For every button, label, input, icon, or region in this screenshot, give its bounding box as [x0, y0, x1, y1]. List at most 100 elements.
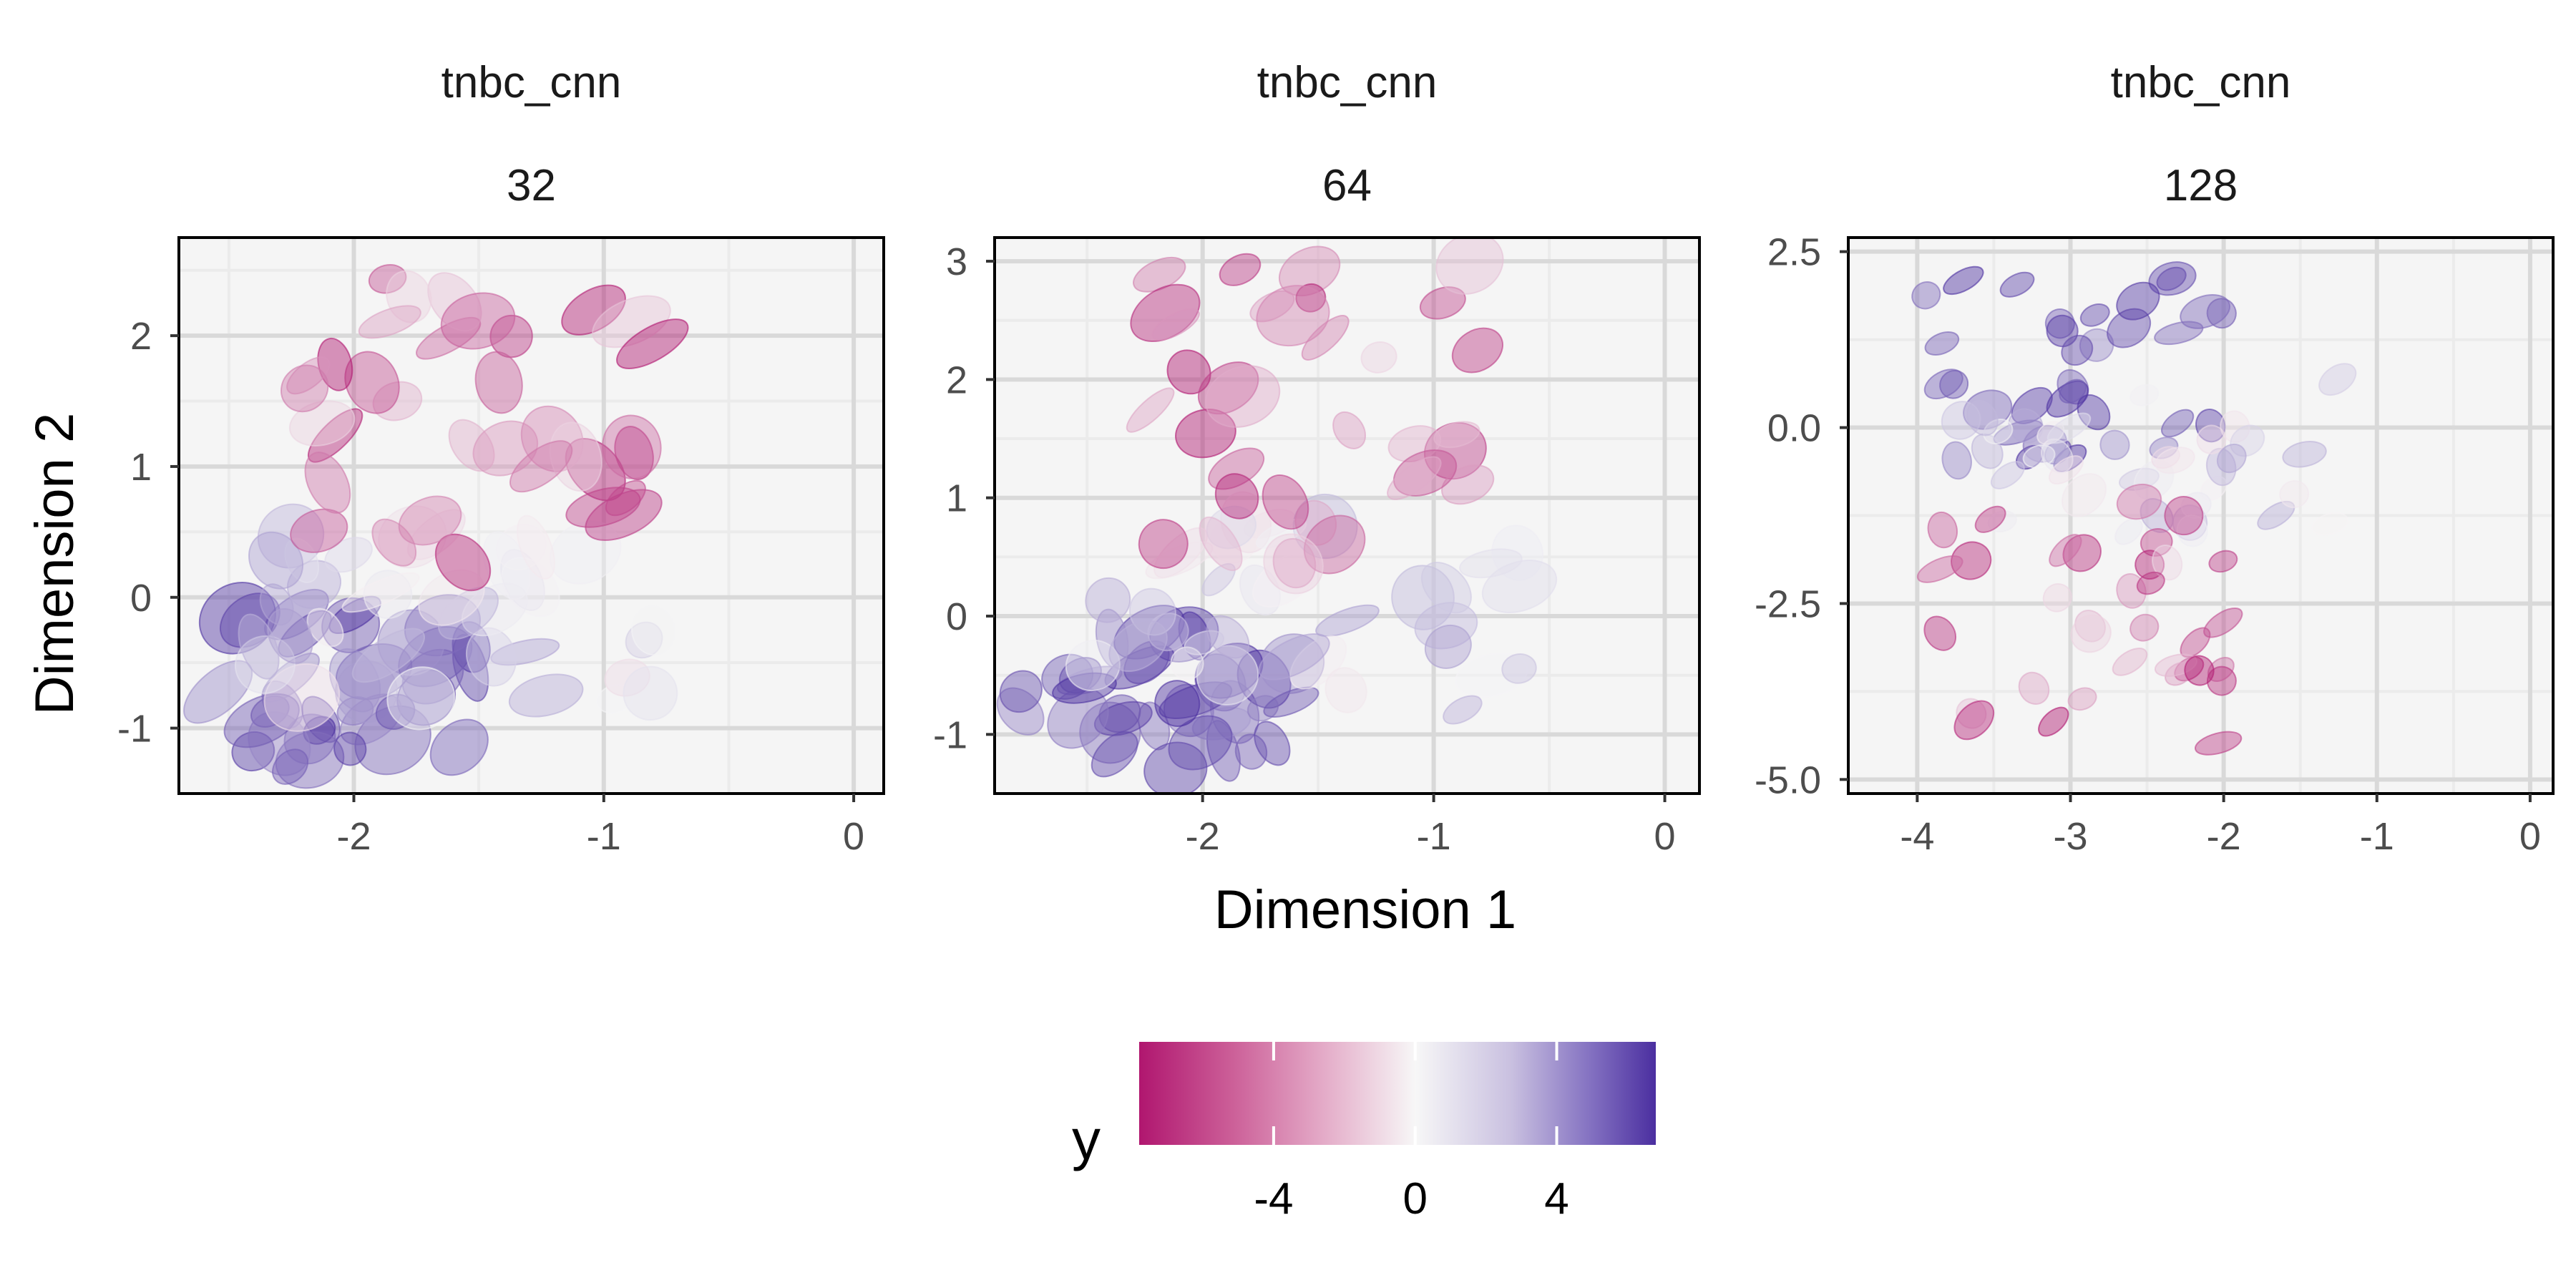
point-ellipse	[2279, 480, 2310, 509]
point-ellipse	[602, 414, 662, 479]
point-ellipse	[1206, 615, 1250, 659]
point-ellipse	[561, 284, 626, 336]
y-tick-label: -1	[933, 713, 967, 756]
point-ellipse	[2203, 608, 2243, 638]
point-ellipse	[1424, 624, 1472, 669]
point-ellipse	[2172, 504, 2208, 541]
point-ellipse	[1419, 286, 1466, 320]
point-ellipse	[1459, 548, 1523, 579]
x-tick-label: 0	[843, 815, 864, 858]
point-ellipse	[434, 533, 492, 592]
point-ellipse	[2059, 379, 2087, 404]
point-ellipse	[418, 569, 485, 626]
plot-area	[1848, 238, 2553, 794]
point-ellipse	[1501, 653, 1537, 684]
point-ellipse	[489, 314, 533, 358]
point-ellipse	[605, 479, 646, 517]
point-ellipse	[2136, 571, 2165, 595]
y-tick-label: 2	[946, 358, 967, 401]
point-ellipse	[2200, 475, 2228, 502]
point-ellipse	[604, 658, 650, 697]
point-ellipse	[1239, 564, 1281, 616]
point-ellipse	[1206, 505, 1257, 550]
point-ellipse	[263, 663, 341, 732]
point-ellipse	[2057, 369, 2089, 405]
legend-ticks: -4 0 4	[1254, 1042, 1569, 1224]
point-ellipse	[2257, 500, 2296, 530]
point-ellipse	[2099, 429, 2130, 460]
point-ellipse	[2154, 321, 2204, 346]
point-ellipse	[1387, 456, 1442, 500]
point-ellipse	[999, 670, 1043, 713]
facet-strip-top: tnbc_cnn	[1257, 58, 1438, 107]
point-ellipse	[1204, 365, 1281, 428]
point-ellipse	[2180, 627, 2211, 658]
y-tick-label: 0.0	[1767, 407, 1821, 450]
point-ellipse	[2152, 545, 2183, 581]
point-ellipse	[2042, 583, 2072, 613]
point-ellipse	[1095, 608, 1129, 669]
point-ellipse	[219, 592, 280, 648]
point-ellipse	[2180, 294, 2231, 329]
point-ellipse	[231, 731, 275, 772]
point-ellipse	[625, 621, 663, 659]
point-ellipse	[1219, 253, 1262, 286]
point-ellipse	[1420, 561, 1472, 614]
point-ellipse	[452, 633, 489, 702]
point-ellipse	[2205, 447, 2237, 487]
point-ellipse	[371, 518, 417, 567]
panel-3: tnbc_cnn 128 -4 -3 -2 -1 0 2.5 0.0 -2.5 -5.0	[1755, 58, 2555, 858]
panel-1: tnbc_cnn 32 -2 -1 0 -1 0 1 2	[117, 58, 885, 858]
point-ellipse	[2148, 261, 2197, 296]
point-ellipse	[267, 608, 313, 664]
point-ellipse	[508, 673, 584, 718]
point-ellipse	[616, 318, 689, 369]
point-ellipse	[1249, 290, 1295, 323]
point-ellipse	[1201, 562, 1236, 597]
point-ellipse	[1971, 433, 2004, 469]
point-ellipse	[1943, 265, 1984, 296]
point-ellipse	[1166, 349, 1211, 395]
x-tick-label: -1	[2360, 815, 2394, 858]
panel-2: tnbc_cnn 64 -2 -1 0 -1 0 1 2 3	[933, 58, 1701, 858]
point-ellipse	[198, 581, 276, 655]
point-ellipse	[2079, 303, 2110, 327]
point-ellipse	[1939, 369, 1969, 399]
point-ellipse	[440, 292, 516, 350]
point-ellipse	[264, 588, 329, 640]
point-ellipse	[1168, 715, 1233, 771]
point-ellipse	[1091, 731, 1138, 778]
point-ellipse	[517, 514, 555, 580]
point-ellipse	[339, 693, 402, 746]
y-tick-label: 2	[130, 315, 152, 358]
panel-background	[995, 238, 1699, 794]
x-tick-label: -1	[1417, 815, 1451, 858]
point-ellipse	[286, 560, 341, 609]
panel-border	[993, 236, 1701, 795]
point-ellipse	[248, 711, 311, 776]
point-ellipse	[344, 351, 400, 414]
point-ellipse	[2282, 441, 2327, 468]
plot-area	[179, 238, 884, 794]
point-ellipse	[2216, 443, 2247, 474]
point-ellipse	[248, 531, 304, 590]
legend-tick-label: 0	[1402, 1174, 1427, 1224]
point-ellipse	[474, 351, 523, 414]
point-ellipse	[1324, 667, 1367, 713]
point-ellipse	[2151, 446, 2181, 469]
point-ellipse	[549, 421, 602, 492]
point-ellipse	[1990, 461, 2025, 489]
point-ellipse	[1214, 473, 1259, 519]
point-ellipse	[2048, 455, 2084, 485]
point-ellipse	[1065, 639, 1121, 691]
point-ellipse	[1085, 577, 1131, 623]
legend-tick-label: -4	[1254, 1174, 1293, 1224]
point-ellipse	[1983, 419, 2014, 445]
y-tick-label: 1	[946, 477, 967, 520]
point-ellipse	[1916, 555, 1963, 583]
y-tick-label: -2.5	[1755, 582, 1821, 625]
point-ellipse	[1956, 698, 1987, 729]
x-tick-label: -4	[1900, 815, 1934, 858]
y-axis-label: Dimension 2	[24, 413, 85, 715]
